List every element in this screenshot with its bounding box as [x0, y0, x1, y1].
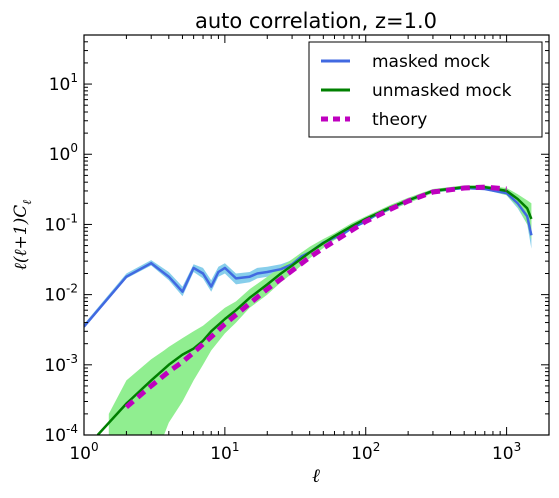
y-tick-label: 101: [49, 71, 78, 95]
x-tick-labels: 100 101 102 103: [69, 440, 521, 464]
y-axis-label-subscript: ℓ: [20, 200, 34, 205]
legend-label-3: theory: [372, 110, 427, 130]
axis-ticks: [83, 34, 550, 436]
y-axis-label-group: ℓ(ℓ+1)Cℓ: [11, 200, 34, 271]
unmasked-mock-band: [108, 185, 532, 435]
y-tick-label: 100: [49, 141, 78, 165]
y-tick-label: 10-1: [44, 211, 78, 235]
y-tick-label: 10-4: [44, 422, 78, 446]
x-tick-label: 100: [69, 440, 98, 464]
y-axis-label: ℓ(ℓ+1)C: [11, 205, 31, 271]
chart-title: auto correlation, z=1.0: [195, 9, 437, 33]
plot-frame: [83, 34, 550, 436]
x-tick-label: 101: [210, 440, 239, 464]
x-tick-label: 102: [351, 440, 380, 464]
x-tick-label: 103: [492, 440, 521, 464]
x-axis-label: ℓ: [312, 465, 320, 487]
y-tick-label: 10-3: [44, 352, 78, 376]
y-tick-labels: 10-4 10-3 10-2 10-1 100 101: [44, 71, 78, 446]
legend: masked mock unmasked mock theory: [308, 41, 543, 138]
legend-label-2: unmasked mock: [372, 81, 512, 101]
unmasked-mock-line: [96, 185, 533, 435]
theory-line: [124, 184, 507, 410]
svg-text:ℓ(ℓ+1)Cℓ: ℓ(ℓ+1)Cℓ: [11, 200, 34, 271]
plot-area: [84, 184, 533, 435]
y-tick-label: 10-2: [44, 282, 78, 306]
legend-label-1: masked mock: [372, 52, 490, 72]
